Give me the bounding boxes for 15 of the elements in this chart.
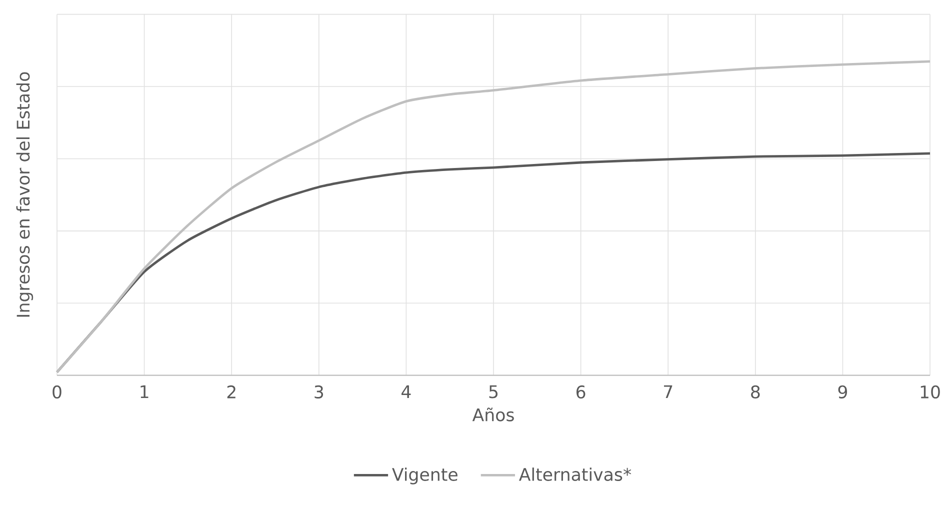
- x-tick-label: 9: [838, 385, 847, 398]
- x-tick-label: 10: [920, 385, 940, 398]
- x-tick-label: 8: [751, 385, 760, 398]
- x-tick-label: 0: [52, 385, 62, 398]
- x-tick-label: 6: [576, 385, 586, 398]
- legend-label: Alternativas*: [519, 468, 632, 481]
- x-tick-label: 3: [314, 385, 324, 398]
- legend-label: Vigente: [392, 468, 458, 484]
- x-axis-title: Años: [472, 408, 514, 422]
- x-tick-label: 1: [140, 385, 148, 398]
- x-tick-label: 7: [664, 385, 672, 398]
- y-axis-title: Ingresos en favor del Estado: [16, 72, 34, 317]
- x-tick-label: 2: [227, 385, 236, 398]
- x-tick-label: 4: [402, 385, 411, 398]
- x-tick-label: 5: [489, 385, 498, 398]
